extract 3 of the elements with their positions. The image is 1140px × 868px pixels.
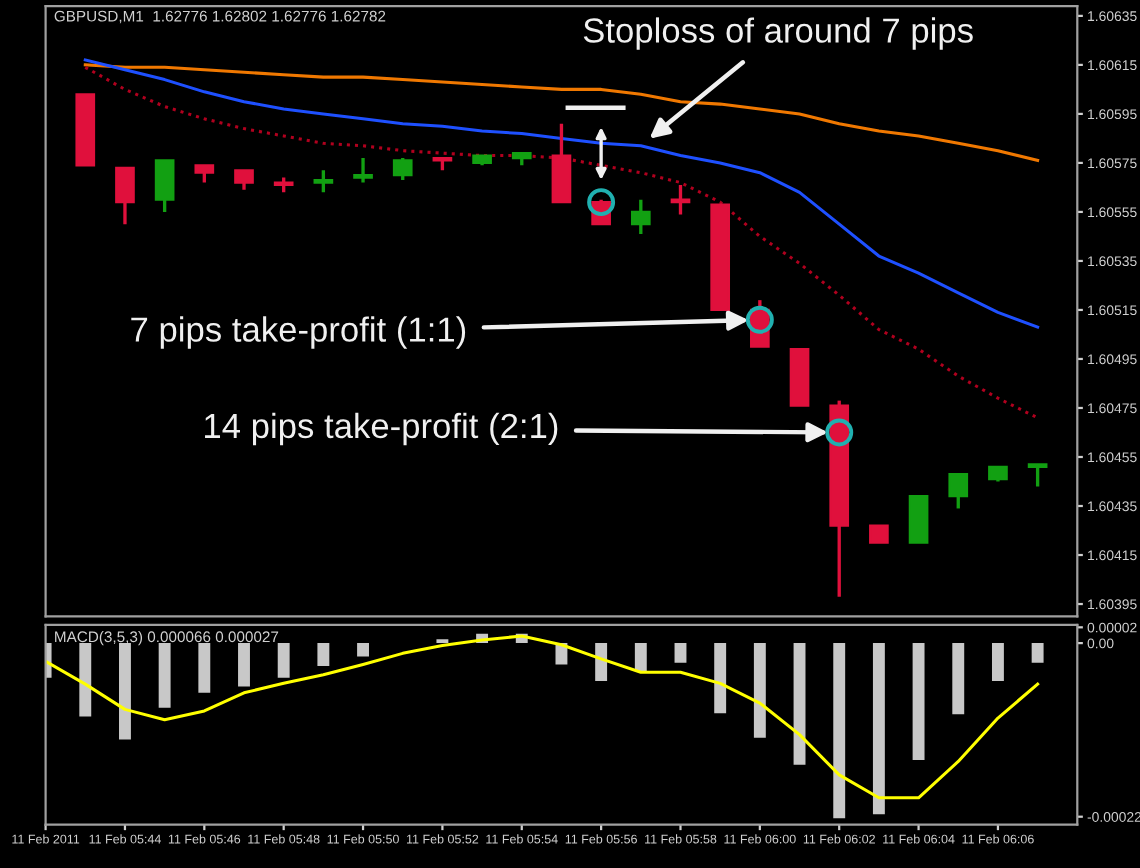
annotation: 7 pips take-profit (1:1) <box>131 316 466 349</box>
annotation: 14 pips take-profit (2:1) <box>205 412 558 446</box>
annotation: Stoploss of around 7 pips <box>583 17 973 50</box>
